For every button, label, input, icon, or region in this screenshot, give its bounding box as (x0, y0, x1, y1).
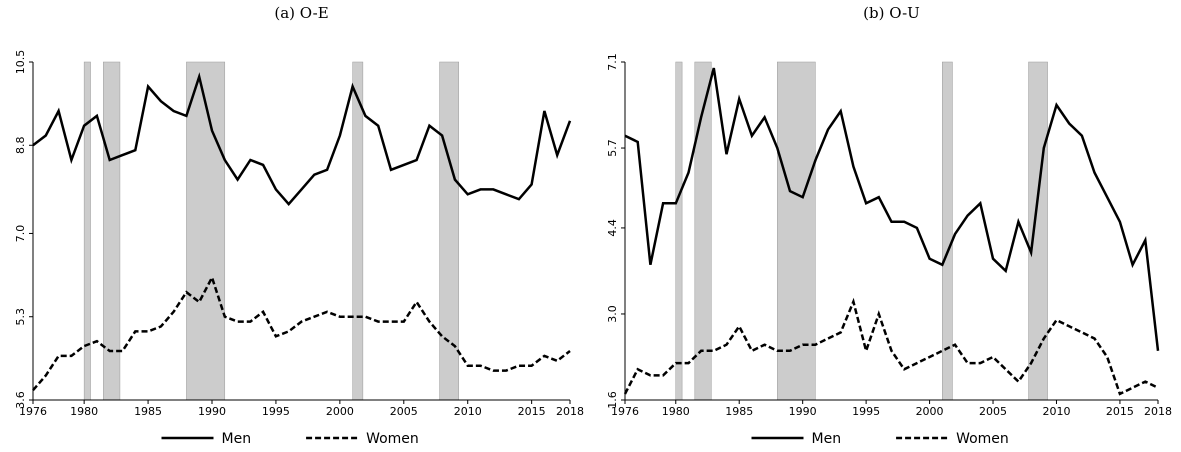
x-tick-label: 1995 (852, 405, 880, 418)
x-tick-label: 2018 (1144, 405, 1172, 418)
legend-label: Women (366, 431, 419, 447)
x-tick-label: 2000 (326, 405, 354, 418)
x-tick-label: 1980 (70, 405, 98, 418)
x-tick-label: 2005 (979, 405, 1007, 418)
x-tick-label: 1980 (662, 405, 690, 418)
y-tick-label: 7.1 (606, 53, 619, 71)
y-tick-label: 3.6 (14, 391, 27, 409)
y-tick-label: 7.0 (14, 225, 27, 243)
x-tick-label: 1990 (198, 405, 226, 418)
x-tick-label: 1985 (134, 405, 162, 418)
series-line (624, 67, 1160, 351)
legend-label: Women (956, 431, 1009, 447)
recession-shade (103, 61, 121, 401)
x-tick-label: 2015 (518, 405, 546, 418)
legend-label: Men (222, 431, 252, 447)
x-tick-label: 2015 (1106, 405, 1134, 418)
legend-label: Men (812, 431, 842, 447)
x-tick-label: 1976 (19, 405, 47, 418)
x-tick-label: 2018 (556, 405, 584, 418)
x-tick-label: 1976 (611, 405, 639, 418)
x-tick-label: 2005 (390, 405, 418, 418)
x-tick-label: 2010 (1042, 405, 1070, 418)
panel-title: (a) O-E (274, 4, 328, 22)
y-tick-label: 5.7 (606, 139, 619, 157)
recession-shade (675, 61, 683, 401)
recession-shade (352, 61, 364, 401)
y-tick-label: 3.0 (606, 305, 619, 323)
series-line (623, 297, 1159, 396)
y-tick-label: 10.5 (14, 50, 27, 75)
recession-shade (83, 61, 91, 401)
y-tick-label: 4.4 (606, 219, 619, 237)
series-line (32, 274, 571, 392)
x-tick-label: 1985 (725, 405, 753, 418)
x-tick-label: 2010 (454, 405, 482, 418)
y-tick-label: 5.3 (14, 308, 27, 326)
panel-title: (b) O-U (863, 4, 920, 22)
x-tick-label: 2000 (916, 405, 944, 418)
recession-shade (1028, 61, 1048, 401)
recession-shade (186, 61, 226, 401)
x-tick-label: 1990 (789, 405, 817, 418)
recession-shade (777, 61, 816, 401)
y-tick-label: 1.6 (606, 391, 619, 409)
y-tick-label: 8.8 (14, 137, 27, 155)
x-tick-label: 1995 (262, 405, 290, 418)
recession-shade (439, 61, 460, 401)
series-line (32, 72, 572, 207)
